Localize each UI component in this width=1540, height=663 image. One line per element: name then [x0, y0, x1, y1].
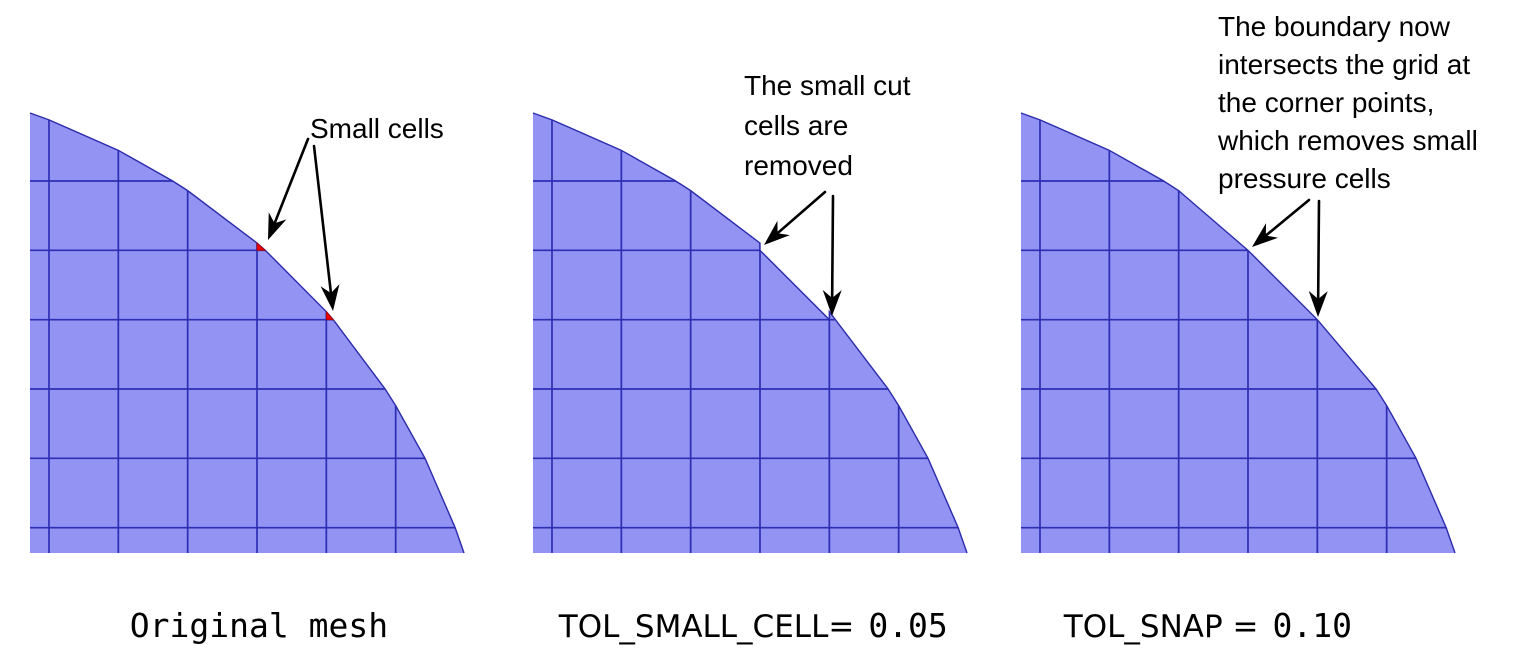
caption-value: Original mesh: [129, 606, 389, 645]
pointer-arrow: [1252, 198, 1311, 247]
mesh-boundary: [1020, 112, 1456, 554]
caption-value: 0.10: [1272, 606, 1352, 645]
small-cell-highlight: [256, 242, 267, 251]
caption-label: TOL_SNAP =: [1063, 609, 1259, 645]
mesh-panel-original: [29, 112, 465, 554]
caption-value: 0.05: [868, 606, 948, 645]
caption-original-mesh: Original mesh: [112, 588, 388, 663]
annotation-small-cut-cells-removed: The small cut cells are removed: [744, 70, 911, 181]
annotation-boundary-intersects-corners: The boundary now intersects the grid at …: [1218, 11, 1478, 194]
caption-tol-snap: TOL_SNAP = 0.10: [1046, 588, 1352, 663]
mesh-boundary: [29, 112, 465, 554]
caption-tol-small-cell: TOL_SMALL_CELL= 0.05: [541, 588, 948, 663]
pointer-arrow: [1308, 199, 1328, 317]
mesh-region: [533, 113, 967, 553]
mesh-region: [1021, 113, 1455, 553]
pointer-arrow: [268, 137, 310, 240]
mesh-region: [30, 113, 464, 553]
small-cell-highlight: [325, 310, 335, 321]
caption-label: TOL_SMALL_CELL=: [558, 609, 855, 645]
pointer-arrow: [764, 190, 827, 245]
mesh-boundary: [532, 112, 968, 554]
pointer-arrow: [822, 194, 842, 316]
annotation-small-cells: Small cells: [310, 113, 444, 144]
pointer-arrow: [312, 144, 340, 311]
